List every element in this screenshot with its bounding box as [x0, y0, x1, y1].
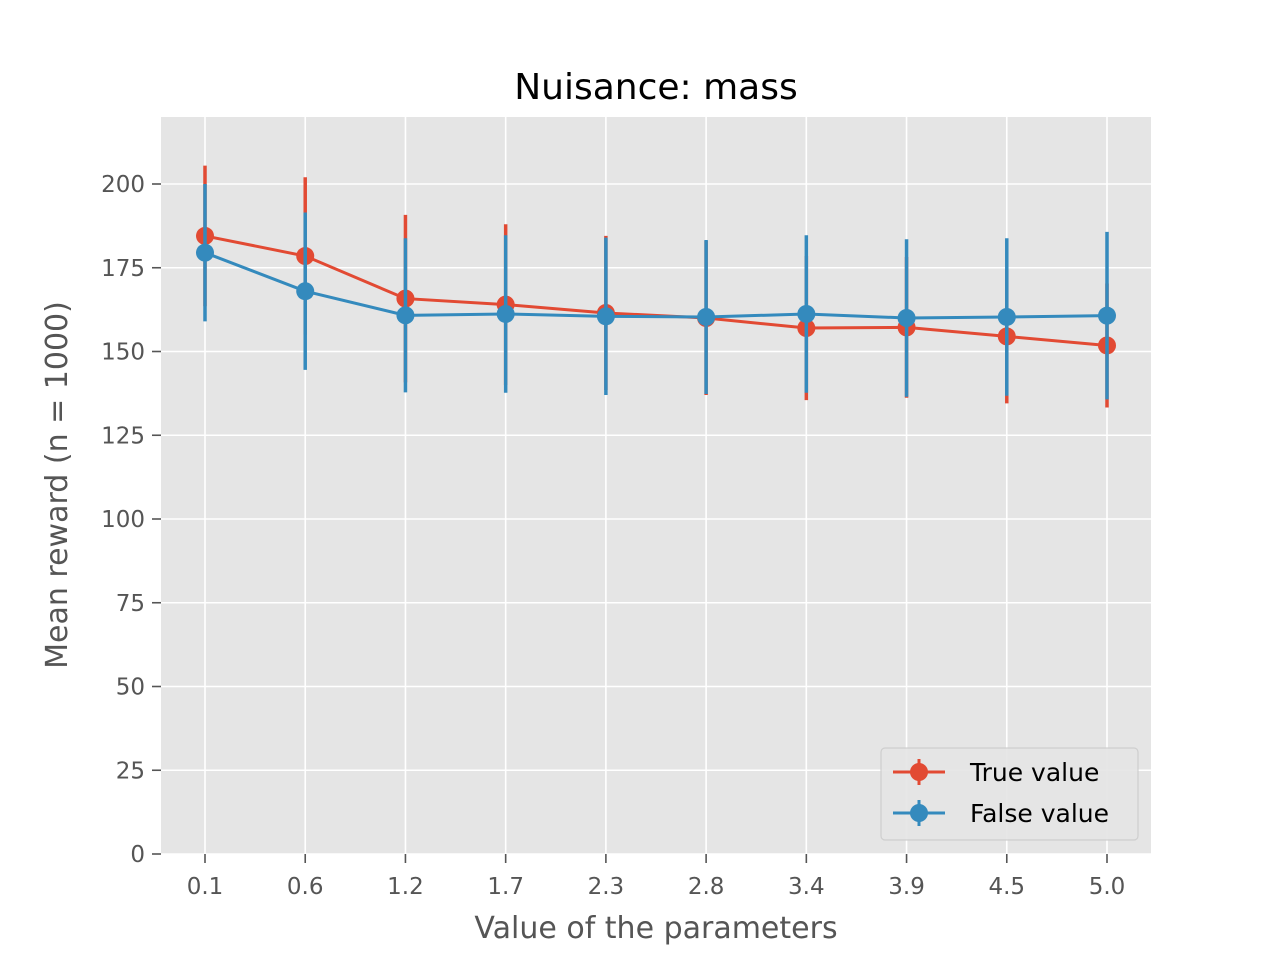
data-point	[196, 243, 214, 262]
y-tick-label: 150	[101, 340, 145, 366]
data-point	[997, 307, 1016, 326]
y-tick-label: 50	[116, 675, 145, 701]
y-tick-label: 200	[101, 172, 145, 198]
series-line	[204, 251, 1108, 320]
chart-title: Nuisance: mass	[514, 67, 798, 108]
legend-label: True value	[969, 758, 1099, 787]
y-tick-label: 25	[116, 758, 145, 784]
x-tick-label: 3.4	[788, 874, 825, 900]
y-tick-label: 100	[101, 507, 145, 533]
y-tick-label: 125	[101, 423, 145, 449]
data-point	[897, 309, 916, 327]
x-tick-label: 4.5	[988, 874, 1025, 900]
legend-label: False value	[970, 799, 1109, 828]
data-point	[797, 304, 816, 323]
x-tick-label: 3.9	[888, 874, 925, 900]
legend: True value False value	[880, 747, 1139, 841]
y-tick-label: 175	[101, 256, 145, 282]
series-2	[196, 184, 1116, 400]
legend-swatch-marker	[910, 804, 928, 822]
axis-ticks: 0 25 50 75 100 125 150 175 200 0.1 0.6 1.2 1.7 2.3 2.8…	[101, 172, 1125, 900]
x-tick-label: 5.0	[1089, 874, 1126, 900]
data-point	[596, 307, 615, 326]
data-point	[697, 307, 716, 326]
x-tick-label: 0.6	[287, 874, 324, 900]
data-point	[296, 282, 315, 301]
data-point	[1098, 306, 1116, 325]
data-point	[396, 306, 415, 325]
x-axis-label: Value of the parameters	[474, 911, 837, 946]
x-tick-label: 1.2	[387, 874, 424, 900]
x-tick-label: 1.7	[487, 874, 524, 900]
legend-frame	[880, 747, 1139, 841]
series-layer	[196, 165, 1116, 408]
x-tick-label: 0.1	[187, 874, 224, 900]
x-tick-label: 2.3	[588, 874, 625, 900]
plot-area-background	[161, 117, 1151, 854]
legend-swatch-marker	[910, 763, 928, 781]
y-tick-label: 75	[116, 591, 145, 617]
x-tick-label: 2.8	[688, 874, 725, 900]
y-tick-label: 0	[130, 842, 145, 868]
y-axis-label: Mean reward (n = 1000)	[40, 301, 75, 669]
data-point	[496, 304, 515, 323]
